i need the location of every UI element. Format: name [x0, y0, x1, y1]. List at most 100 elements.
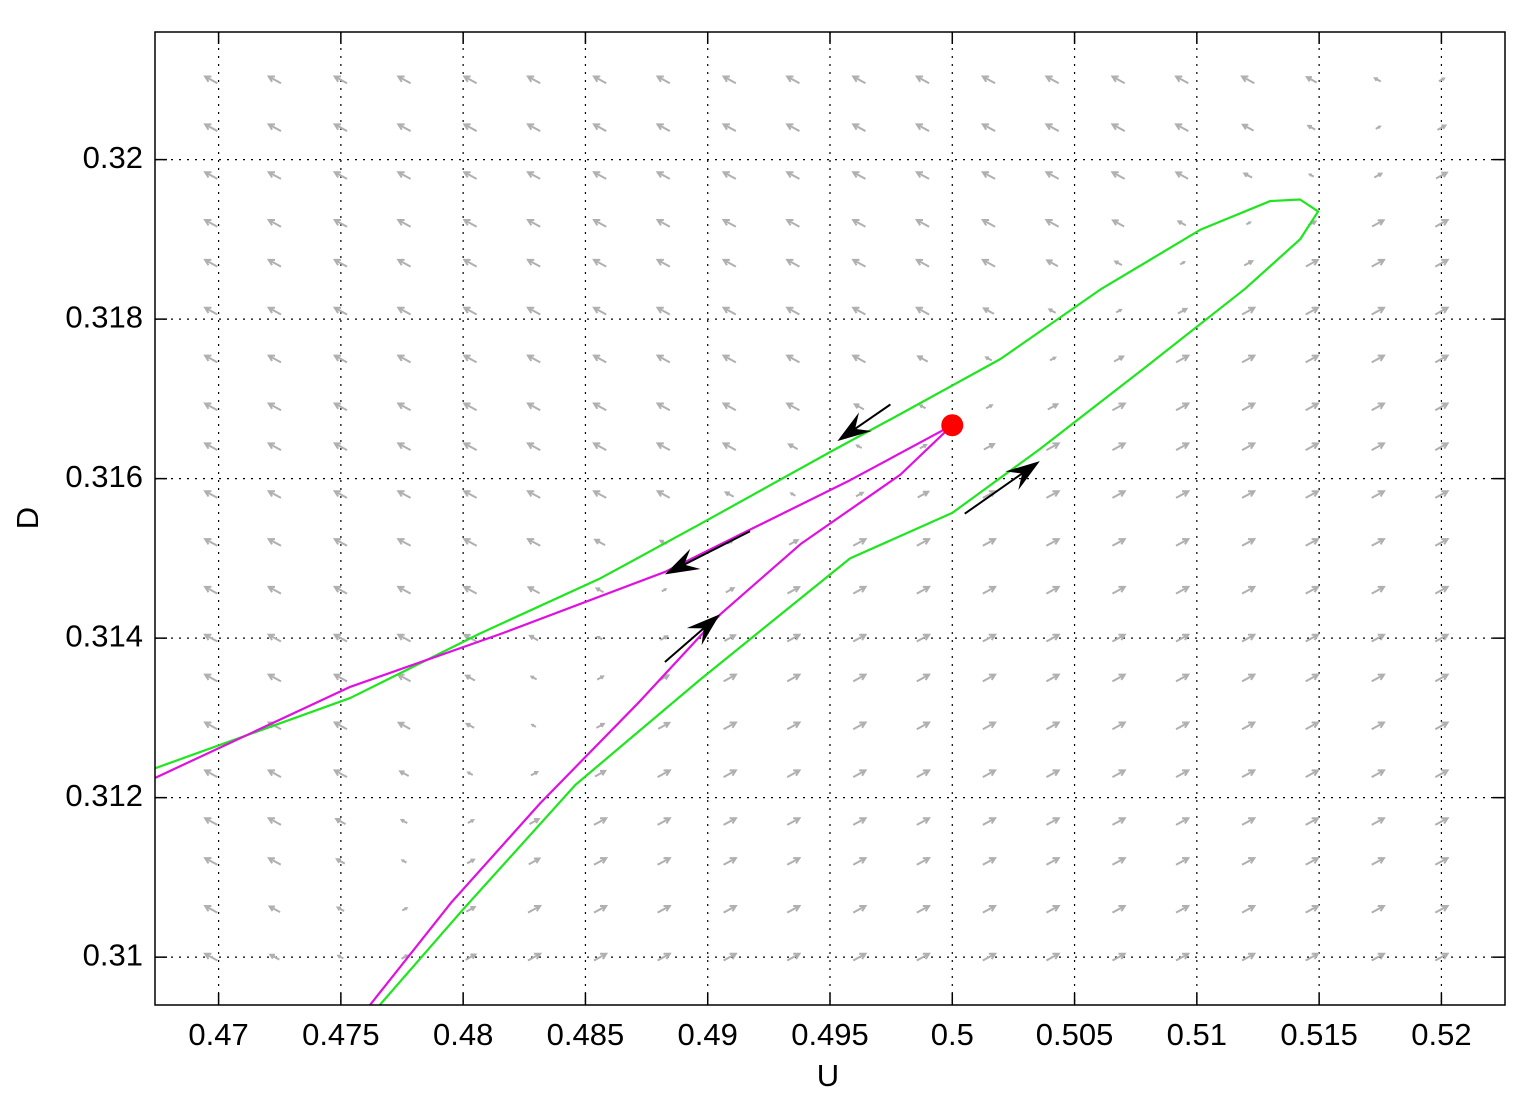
- quiver-arrow: [462, 402, 478, 412]
- quiver-arrow: [332, 123, 348, 132]
- quiver-arrow: [980, 123, 996, 132]
- quiver-arrow: [203, 75, 218, 85]
- quiver-arrow: [1243, 260, 1255, 267]
- quiver-arrow: [1111, 585, 1127, 595]
- quiver-arrow: [983, 442, 996, 451]
- quiver-arrow: [1241, 442, 1257, 451]
- quiver-arrow: [721, 258, 737, 268]
- quiver-arrow: [1045, 817, 1061, 826]
- axes-box: [154, 31, 1506, 1006]
- quiver-arrow: [466, 771, 474, 776]
- quiver-arrow: [203, 633, 218, 643]
- quiver-arrow: [1111, 442, 1127, 451]
- quiver-arrow: [655, 442, 671, 451]
- quiver-arrow: [1045, 442, 1061, 451]
- quiver-arrow: [1434, 442, 1450, 451]
- quiver-arrow: [1175, 857, 1191, 866]
- quiver-arrow: [982, 538, 997, 547]
- quiver-arrow: [723, 817, 738, 826]
- quiver-arrow: [1438, 77, 1446, 83]
- quiver-arrow: [267, 857, 282, 866]
- quiver-arrow: [266, 258, 282, 268]
- quiver-arrow: [1371, 306, 1386, 316]
- x-tick-label: 0.485: [547, 1017, 625, 1052]
- quiver-arrow: [1240, 75, 1255, 85]
- quiver-arrow: [1110, 123, 1126, 132]
- quiver-arrow: [721, 171, 737, 180]
- quiver-arrow: [526, 306, 541, 316]
- quiver-arrow: [462, 123, 478, 132]
- quiver-arrow: [1434, 306, 1450, 316]
- x-tick-label: 0.515: [1280, 1017, 1358, 1052]
- quiver-arrow: [332, 585, 348, 595]
- quiver-arrow: [592, 442, 607, 451]
- quiver-arrow: [595, 722, 606, 729]
- quiver-arrow: [1305, 442, 1320, 451]
- quiver-arrow: [594, 587, 605, 594]
- quiver-arrow: [1371, 258, 1386, 268]
- quiver-arrow: [721, 442, 737, 451]
- quiver-arrow: [1434, 402, 1450, 412]
- direction-arrow-head: [686, 614, 720, 646]
- equilibrium-point: [941, 414, 964, 437]
- quiver-arrow: [1115, 308, 1123, 314]
- quiver-arrow: [1175, 904, 1191, 914]
- quiver-arrow: [655, 258, 671, 268]
- quiver-arrow: [526, 490, 541, 499]
- quiver-arrow: [266, 538, 282, 547]
- quiver-arrow: [655, 354, 671, 364]
- quiver-arrow: [203, 585, 218, 595]
- quiver-arrow: [592, 219, 607, 228]
- quiver-arrow: [399, 819, 408, 824]
- quiver-arrow: [1305, 538, 1320, 547]
- quiver-arrow: [396, 442, 412, 451]
- quiver-arrow: [916, 952, 931, 962]
- quiver-arrow: [1045, 538, 1061, 547]
- quiver-arrow: [203, 673, 218, 683]
- quiver-arrow: [1241, 490, 1257, 499]
- quiver-arrow: [332, 306, 348, 316]
- quiver-arrow: [725, 587, 736, 594]
- quiver-arrow: [462, 442, 478, 451]
- quiver-arrow: [1371, 354, 1386, 364]
- quiver-arrow: [1305, 721, 1320, 731]
- quiver-arrow: [1242, 172, 1253, 179]
- quiver-arrow: [527, 952, 543, 962]
- quiver-arrow: [526, 219, 541, 228]
- quiver-arrow: [723, 634, 737, 642]
- quiver-arrow: [203, 904, 218, 914]
- quiver-arrow: [1245, 221, 1252, 226]
- quiver-arrow: [203, 402, 218, 412]
- quiver-arrow: [1434, 817, 1450, 826]
- quiver-arrow: [462, 75, 478, 85]
- quiver-arrow: [1241, 585, 1257, 595]
- quiver-arrow: [852, 721, 868, 731]
- quiver-arrow: [1434, 585, 1450, 595]
- quiver-arrow: [852, 633, 868, 643]
- quiver-arrow: [266, 442, 282, 451]
- quiver-arrow: [1371, 673, 1386, 683]
- quiver-arrow: [980, 258, 996, 268]
- quiver-arrow: [1375, 125, 1382, 130]
- x-tick-label: 0.475: [302, 1017, 380, 1052]
- quiver-arrow: [1305, 259, 1320, 268]
- quiver-arrow: [1177, 307, 1189, 315]
- quiver-arrow: [1241, 402, 1257, 412]
- y-tick-label: 0.312: [65, 778, 143, 813]
- quiver-arrow: [786, 769, 802, 778]
- quiver-arrow: [655, 402, 671, 412]
- quiver-arrow: [916, 769, 931, 778]
- quiver-arrow: [1174, 123, 1189, 132]
- quiver-arrow: [1371, 721, 1386, 731]
- quiver-arrow: [1044, 171, 1060, 180]
- quiver-arrow: [462, 219, 478, 228]
- quiver-arrow: [1175, 402, 1191, 412]
- quiver-arrow: [1434, 904, 1450, 914]
- quiver-arrow: [1434, 952, 1450, 962]
- quiver-arrow: [466, 858, 476, 865]
- quiver-arrow: [1434, 354, 1450, 364]
- quiver-arrow: [593, 952, 609, 962]
- quiver-arrow: [1305, 585, 1320, 595]
- quiver-arrow: [203, 721, 218, 731]
